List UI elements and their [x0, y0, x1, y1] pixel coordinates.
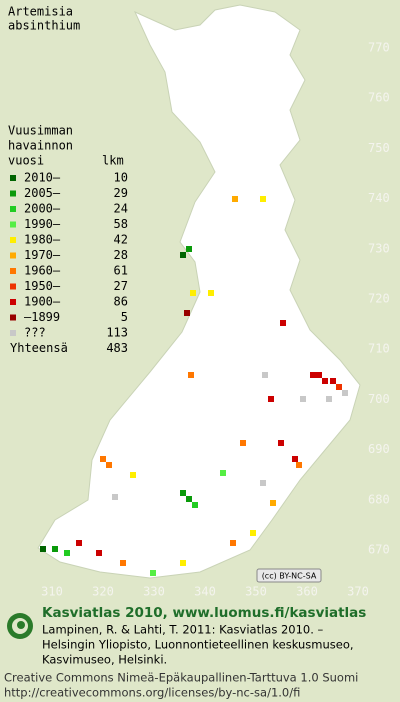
legend-swatch — [10, 314, 16, 321]
legend-total-label: Yhteensä — [10, 341, 68, 355]
logo — [7, 613, 33, 639]
legend-label: 1960– — [24, 264, 61, 278]
grid-label-north: 770 — [368, 41, 390, 55]
legend-label: 2010– — [24, 171, 61, 185]
citation-line: Lampinen, R. & Lahti, T. 2011: Kasviatla… — [42, 623, 324, 637]
legend-count: 29 — [114, 186, 128, 200]
title-line: absinthium — [8, 19, 80, 33]
legend-count: 42 — [114, 233, 128, 247]
grid-labels: 770 760 750 740 730 720 710 700 690 680 670 310 320 3… — [41, 41, 390, 599]
grid-label-north: 700 — [368, 392, 390, 406]
legend-label: 2005– — [24, 186, 61, 200]
grid-label-north: 730 — [368, 241, 390, 255]
title-line: Artemisia — [8, 5, 73, 19]
grid-label-north: 690 — [368, 442, 390, 456]
legend-label: 2000– — [24, 202, 61, 216]
footer-heading: Kasviatlas 2010, www.luomus.fi/kasviatla… — [42, 605, 366, 621]
grid-label-east: 370 — [347, 585, 369, 599]
legend-swatch — [10, 175, 16, 181]
legend-count-header: lkm — [102, 154, 124, 168]
legend-count: 5 — [121, 310, 128, 324]
legend-label: –1899 — [24, 310, 60, 324]
license-line: Creative Commons Nimeä-Epäkaupallinen-Ta… — [4, 671, 358, 685]
legend-count: 24 — [114, 202, 128, 216]
legend-swatch — [10, 268, 16, 274]
legend-swatch — [10, 190, 16, 197]
grid-label-north: 750 — [368, 141, 390, 155]
legend-label: 1900– — [24, 295, 61, 309]
license-line: http://creativecommons.org/licenses/by-n… — [4, 686, 300, 700]
license-badge-text: (cc) BY-NC-SA — [262, 572, 317, 581]
legend-label: ??? — [24, 326, 46, 340]
legend-count: 86 — [114, 295, 128, 309]
grid-label-east: 320 — [92, 585, 114, 599]
legend-label: 1980– — [24, 233, 61, 247]
grid-label-north: 760 — [368, 91, 390, 105]
grid-label-east: 330 — [143, 585, 165, 599]
grid-label-east: 350 — [245, 585, 267, 599]
legend-count: 58 — [114, 217, 128, 231]
legend-count: 27 — [114, 279, 128, 293]
grid-label-east: 360 — [296, 585, 318, 599]
grid-label-north: 670 — [368, 543, 390, 557]
citation-line: Kasvimuseo, Helsinki. — [42, 653, 167, 667]
license-badge — [256, 568, 322, 583]
legend-count: 10 — [114, 171, 128, 185]
grid-label-north: 720 — [368, 292, 390, 306]
legend-label: 1950– — [24, 279, 61, 293]
legend-swatch — [10, 283, 16, 290]
legend-count: 61 — [114, 264, 128, 278]
legend-header: vuosi — [8, 154, 44, 168]
legend-count: 28 — [114, 248, 128, 262]
legend-label: 1970– — [24, 248, 61, 262]
legend-swatch — [10, 252, 16, 259]
legend: 2010– 10 2005– 29 2000– 24 1990– 58 1980– 42 1970–… — [10, 171, 128, 355]
legend-header: Vuusimman — [8, 124, 73, 138]
grid-label-east: 340 — [194, 585, 216, 599]
grid-label-north: 680 — [368, 492, 390, 506]
citation-line: Helsingin Yliopisto, Luonnontieteellinen… — [42, 638, 354, 652]
grid-label-north: 710 — [368, 342, 390, 356]
grid-label-north: 740 — [368, 191, 390, 205]
legend-total: 483 — [106, 341, 128, 355]
legend-swatch — [10, 206, 16, 212]
legend-count: 113 — [106, 326, 128, 340]
legend-label: 1990– — [24, 217, 61, 231]
finland-outline — [37, 4, 361, 579]
occurrence-squares — [40, 196, 348, 576]
legend-swatch — [10, 221, 16, 228]
legend-header: havainnon — [8, 139, 73, 153]
legend-swatch — [10, 299, 16, 305]
legend-swatch — [10, 330, 16, 336]
legend-swatch — [10, 237, 16, 243]
grid-label-east: 310 — [41, 585, 63, 599]
